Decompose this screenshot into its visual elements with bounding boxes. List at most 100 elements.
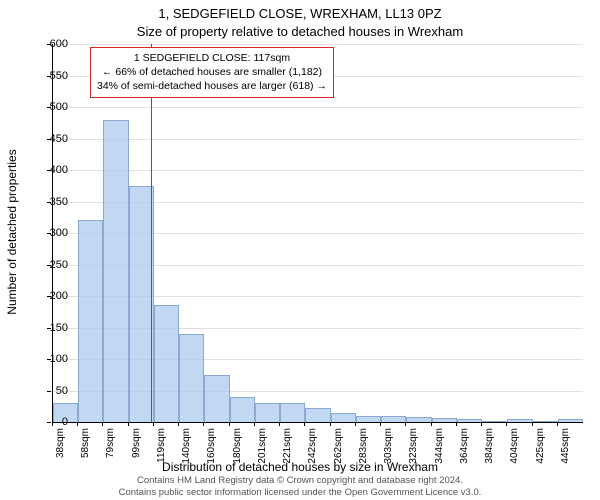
x-tick-label: 221sqm xyxy=(282,428,293,464)
histogram-bar xyxy=(280,403,305,422)
x-tick-label: 160sqm xyxy=(206,428,217,464)
annotation-line3: 34% of semi-detached houses are larger (… xyxy=(97,79,327,93)
histogram-bar xyxy=(558,419,583,422)
x-tick-label: 323sqm xyxy=(408,428,419,464)
annotation-box: 1 SEDGEFIELD CLOSE: 117sqm ← 66% of deta… xyxy=(90,47,334,98)
y-tick-mark xyxy=(47,265,51,266)
y-tick-label: 200 xyxy=(38,290,68,302)
histogram-bar xyxy=(154,305,179,422)
plot-area xyxy=(52,44,583,423)
gridline xyxy=(53,44,583,45)
x-tick-mark xyxy=(481,422,482,426)
y-tick-mark xyxy=(47,44,51,45)
y-tick-label: 100 xyxy=(38,353,68,365)
histogram-bar xyxy=(432,418,457,422)
x-tick-label: 99sqm xyxy=(131,428,142,458)
x-tick-label: 344sqm xyxy=(434,428,445,464)
histogram-bar xyxy=(406,417,431,422)
x-tick-mark xyxy=(203,422,204,426)
x-tick-mark xyxy=(128,422,129,426)
x-tick-mark xyxy=(102,422,103,426)
y-tick-mark xyxy=(47,391,51,392)
y-tick-label: 150 xyxy=(38,322,68,334)
histogram-bar xyxy=(103,120,128,422)
y-tick-mark xyxy=(47,328,51,329)
x-tick-label: 364sqm xyxy=(459,428,470,464)
y-tick-label: 250 xyxy=(38,259,68,271)
x-tick-label: 384sqm xyxy=(484,428,495,464)
y-tick-mark xyxy=(47,139,51,140)
x-tick-mark xyxy=(532,422,533,426)
x-tick-label: 445sqm xyxy=(560,428,571,464)
histogram-bar xyxy=(457,419,482,422)
histogram-bar xyxy=(255,403,280,422)
histogram-bar xyxy=(305,408,330,422)
y-tick-label: 300 xyxy=(38,227,68,239)
x-tick-mark xyxy=(431,422,432,426)
x-tick-label: 38sqm xyxy=(55,428,66,458)
histogram-bar xyxy=(129,186,154,422)
x-tick-label: 180sqm xyxy=(232,428,243,464)
histogram-bar xyxy=(78,220,103,422)
y-tick-label: 550 xyxy=(38,70,68,82)
x-tick-mark xyxy=(330,422,331,426)
x-tick-label: 201sqm xyxy=(257,428,268,464)
y-axis-label: Number of detached properties xyxy=(5,149,19,314)
x-tick-mark xyxy=(153,422,154,426)
x-tick-label: 262sqm xyxy=(333,428,344,464)
histogram-bar xyxy=(381,416,406,422)
x-tick-mark xyxy=(279,422,280,426)
y-tick-label: 500 xyxy=(38,101,68,113)
footer-attribution: Contains HM Land Registry data © Crown c… xyxy=(0,475,600,498)
gridline xyxy=(53,107,583,108)
annotation-line1: 1 SEDGEFIELD CLOSE: 117sqm xyxy=(97,51,327,65)
x-tick-mark xyxy=(178,422,179,426)
x-tick-label: 283sqm xyxy=(358,428,369,464)
x-tick-label: 404sqm xyxy=(509,428,520,464)
x-tick-label: 242sqm xyxy=(307,428,318,464)
x-tick-label: 58sqm xyxy=(80,428,91,458)
histogram-bar xyxy=(482,421,507,422)
footer-line2: Contains public sector information licen… xyxy=(0,487,600,498)
gridline xyxy=(53,170,583,171)
x-tick-mark xyxy=(506,422,507,426)
y-tick-mark xyxy=(47,202,51,203)
y-tick-mark xyxy=(47,422,51,423)
y-tick-mark xyxy=(47,296,51,297)
title-sub: Size of property relative to detached ho… xyxy=(0,24,600,39)
x-tick-mark xyxy=(254,422,255,426)
histogram-bar xyxy=(230,397,255,422)
y-tick-mark xyxy=(47,107,51,108)
x-tick-mark xyxy=(304,422,305,426)
x-tick-label: 119sqm xyxy=(156,428,167,463)
x-tick-mark xyxy=(405,422,406,426)
x-tick-mark xyxy=(52,422,53,426)
annotation-line2: ← 66% of detached houses are smaller (1,… xyxy=(97,65,327,79)
histogram-bar xyxy=(331,413,356,422)
y-tick-label: 0 xyxy=(38,416,68,428)
histogram-bar xyxy=(204,375,229,422)
histogram-bar xyxy=(179,334,204,422)
x-tick-label: 303sqm xyxy=(383,428,394,464)
title-main: 1, SEDGEFIELD CLOSE, WREXHAM, LL13 0PZ xyxy=(0,6,600,21)
y-tick-label: 450 xyxy=(38,133,68,145)
x-tick-label: 425sqm xyxy=(535,428,546,464)
x-tick-mark xyxy=(229,422,230,426)
y-tick-label: 400 xyxy=(38,164,68,176)
x-tick-mark xyxy=(456,422,457,426)
y-tick-mark xyxy=(47,359,51,360)
histogram-bar xyxy=(533,421,558,422)
y-tick-label: 600 xyxy=(38,38,68,50)
x-tick-mark xyxy=(380,422,381,426)
y-tick-mark xyxy=(47,76,51,77)
y-tick-mark xyxy=(47,170,51,171)
histogram-bar xyxy=(507,419,532,422)
x-tick-mark xyxy=(557,422,558,426)
histogram-bar xyxy=(356,416,381,422)
x-tick-mark xyxy=(77,422,78,426)
y-tick-label: 50 xyxy=(38,385,68,397)
gridline xyxy=(53,139,583,140)
y-tick-label: 350 xyxy=(38,196,68,208)
y-tick-mark xyxy=(47,233,51,234)
x-tick-label: 79sqm xyxy=(105,428,116,458)
